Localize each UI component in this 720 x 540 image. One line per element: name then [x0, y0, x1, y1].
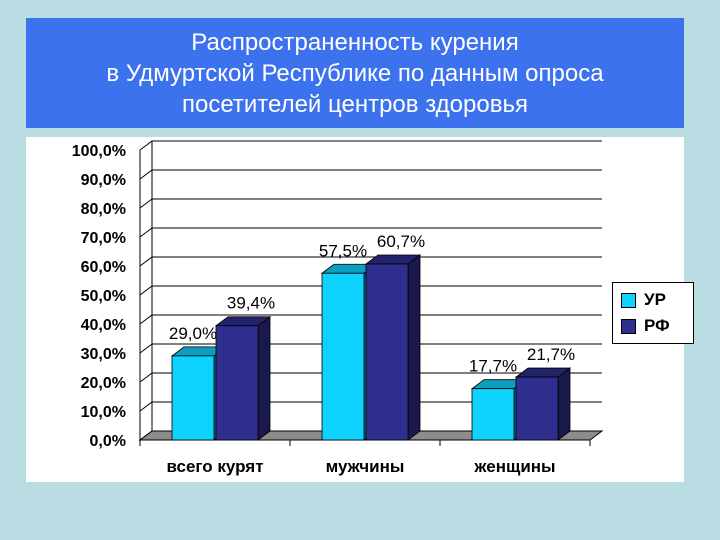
chart-legend: УР РФ: [612, 282, 694, 344]
chart-title-line-1: Распространенность курения: [191, 28, 519, 56]
y-tick-label: 70,0%: [81, 230, 126, 247]
gridline: [139, 140, 602, 151]
bar-rf: [365, 263, 409, 441]
legend-label-ur: УР: [644, 290, 666, 309]
bar-side: [407, 254, 421, 441]
bar-ur: [171, 355, 215, 441]
y-tick-label: 20,0%: [81, 375, 126, 392]
y-tick-label: 40,0%: [81, 317, 126, 334]
data-label: 39,4%: [227, 294, 275, 313]
bar-rf: [515, 376, 559, 441]
gridline: [139, 169, 602, 180]
x-category-label: всего курят: [166, 457, 263, 476]
gridline: [139, 198, 602, 209]
bar-ur: [321, 272, 365, 441]
y-tick-label: 10,0%: [81, 404, 126, 421]
bar-ur: [471, 388, 515, 441]
x-category-label: мужчины: [326, 457, 405, 476]
gridline: [139, 227, 602, 238]
x-category-label: женщины: [473, 457, 555, 476]
y-tick-label: 100,0%: [72, 143, 126, 160]
data-label: 57,5%: [319, 241, 367, 260]
data-label: 21,7%: [527, 345, 575, 364]
title-banner: Распространенность курения в Удмуртской …: [26, 18, 684, 128]
legend-swatch-ur: [621, 292, 636, 308]
bar-side: [257, 315, 271, 441]
y-tick-label: 50,0%: [81, 288, 126, 305]
legend-label-rf: РФ: [644, 316, 670, 335]
bar-rf: [215, 325, 259, 441]
chart-title-line-3: посетителей центров здоровья: [182, 90, 528, 118]
data-label: 60,7%: [377, 232, 425, 251]
y-tick-label: 0,0%: [90, 433, 126, 450]
legend-swatch-rf: [621, 318, 636, 334]
y-tick-label: 90,0%: [81, 172, 126, 189]
bar-side: [557, 367, 571, 441]
chart-title-line-2: в Удмуртской Республике по данным опроса: [106, 59, 604, 87]
y-tick-label: 60,0%: [81, 259, 126, 276]
legend-item-rf: РФ: [621, 316, 670, 336]
data-label: 17,7%: [469, 357, 517, 376]
y-tick-label: 30,0%: [81, 346, 126, 363]
legend-item-ur: УР: [621, 290, 666, 310]
y-tick-label: 80,0%: [81, 201, 126, 218]
data-label: 29,0%: [169, 324, 217, 343]
